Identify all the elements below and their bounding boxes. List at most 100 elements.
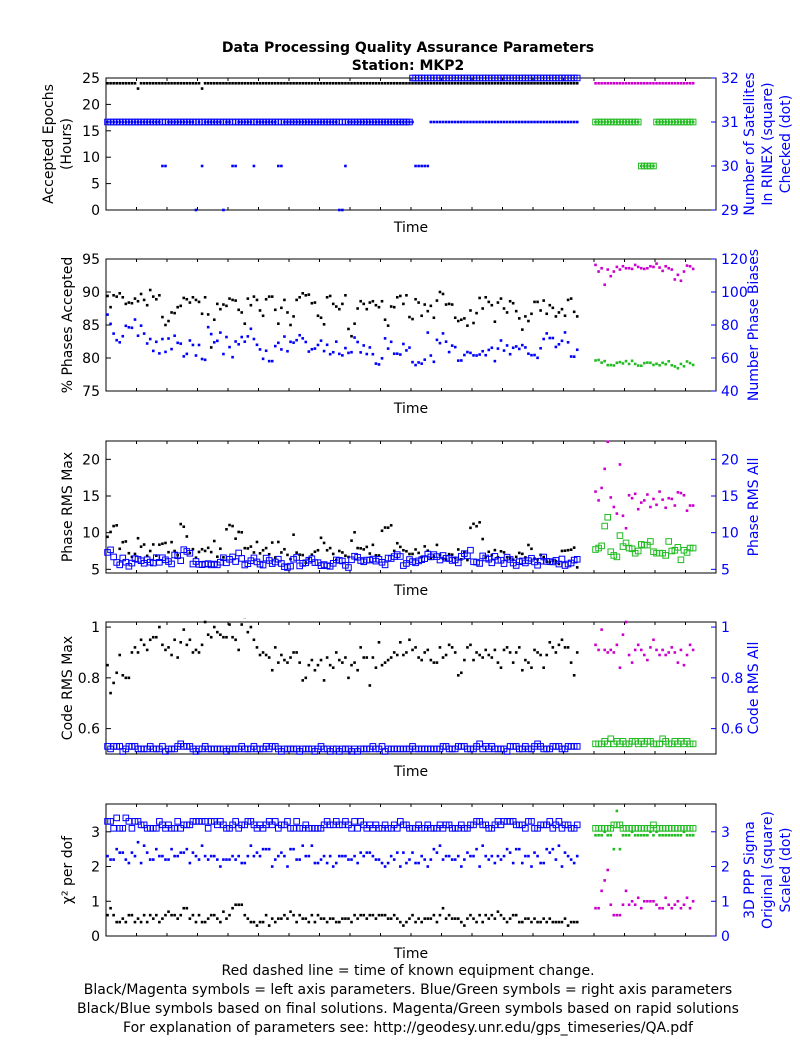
data-point-dot xyxy=(185,81,189,85)
data-point-dot xyxy=(514,120,518,124)
data-point-dot xyxy=(643,164,646,168)
data-point-dot xyxy=(212,341,216,344)
data-point-square xyxy=(677,556,685,564)
series-right xyxy=(104,546,581,571)
data-point-dot xyxy=(347,327,350,331)
data-point-dot xyxy=(231,81,234,85)
data-point-dot xyxy=(624,526,628,530)
data-point-dot xyxy=(161,81,164,85)
data-point-dot xyxy=(319,120,323,124)
figure-title: Data Processing Quality Assurance Parame… xyxy=(222,40,594,56)
data-point-dot xyxy=(243,322,247,325)
data-point-dot xyxy=(243,120,247,124)
data-point-dot xyxy=(524,854,527,858)
data-point-dot xyxy=(466,324,469,327)
data-point-dot xyxy=(130,81,134,85)
data-point-dot xyxy=(566,548,570,552)
data-point-dot xyxy=(472,658,475,662)
data-point-dot xyxy=(200,844,204,847)
data-point-dot xyxy=(475,920,478,924)
data-point-dot xyxy=(145,120,149,124)
data-point-square xyxy=(616,532,624,539)
data-point-dot xyxy=(472,522,475,526)
data-point-dot xyxy=(615,512,619,515)
data-point-dot xyxy=(383,318,387,322)
data-point-dot xyxy=(386,526,390,529)
data-point-square xyxy=(354,825,361,832)
data-point-dot xyxy=(325,120,329,124)
series-left xyxy=(106,618,579,695)
data-point-dot xyxy=(463,317,466,320)
data-point-dot xyxy=(316,913,320,917)
data-point-dot xyxy=(261,548,265,552)
data-point-dot xyxy=(646,164,649,168)
data-point-dot xyxy=(618,666,622,669)
data-point-dot xyxy=(194,354,198,357)
data-point-dot xyxy=(286,349,289,353)
data-point-dot xyxy=(417,551,420,555)
data-point-dot xyxy=(499,913,503,917)
data-point-dot xyxy=(386,120,390,124)
data-point-dot xyxy=(560,120,564,124)
y-right-tick-label: 1 xyxy=(721,894,730,910)
data-point-square xyxy=(259,561,267,569)
data-point-dot xyxy=(277,917,280,920)
data-point-dot xyxy=(685,896,689,900)
data-point-dot xyxy=(542,666,545,669)
data-point-dot xyxy=(621,903,625,907)
data-point-dot xyxy=(389,120,393,124)
data-point-dot xyxy=(429,120,433,124)
data-point-dot xyxy=(170,120,173,124)
data-point-dot xyxy=(505,81,509,85)
data-point-dot xyxy=(444,917,448,920)
data-point-dot xyxy=(511,81,515,85)
data-point-dot xyxy=(151,543,155,546)
data-point-dot xyxy=(615,809,619,813)
data-point-dot xyxy=(139,292,143,296)
data-point-dot xyxy=(597,270,600,273)
data-point-dot xyxy=(127,326,131,329)
data-point-dot xyxy=(450,81,454,85)
data-point-dot xyxy=(231,164,234,168)
y-right-tick-label: 5 xyxy=(721,562,730,578)
footer-line-2: Black/Magenta symbols = left axis parame… xyxy=(84,982,732,998)
data-point-dot xyxy=(649,505,652,509)
data-point-dot xyxy=(594,833,597,837)
data-point-dot xyxy=(402,342,405,346)
data-point-dot xyxy=(167,319,170,323)
data-point-dot xyxy=(148,858,152,861)
data-point-dot xyxy=(542,120,545,124)
data-point-dot xyxy=(283,913,286,917)
data-point-dot xyxy=(667,81,671,85)
data-point-dot xyxy=(142,332,146,335)
y-right-axis-label: Code RMS All xyxy=(746,642,762,735)
data-point-dot xyxy=(182,851,186,854)
data-point-dot xyxy=(435,661,439,664)
data-point-dot xyxy=(362,120,366,124)
data-point-dot xyxy=(325,656,329,659)
data-point-dot xyxy=(685,120,689,124)
data-point-dot xyxy=(249,545,253,548)
data-point-dot xyxy=(435,920,439,924)
data-point-dot xyxy=(569,920,573,924)
data-point-dot xyxy=(557,120,561,124)
data-point-square xyxy=(689,740,697,748)
data-point-dot xyxy=(286,917,289,920)
data-point-dot xyxy=(487,300,491,304)
y-left-axis-label: Phase RMS Max xyxy=(60,452,76,562)
y-right-axis-label: 3D PPP Sigma xyxy=(742,821,758,919)
data-point-dot xyxy=(405,920,408,924)
data-point-dot xyxy=(505,920,509,924)
data-point-dot xyxy=(539,653,542,657)
data-point-dot xyxy=(572,920,576,924)
data-point-dot xyxy=(502,854,506,858)
data-point-dot xyxy=(158,120,161,124)
data-point-dot xyxy=(618,81,622,85)
data-point-dot xyxy=(383,865,387,868)
data-point-dot xyxy=(237,530,240,534)
data-point-dot xyxy=(325,548,329,552)
data-point-dot xyxy=(124,676,128,680)
data-point-dot xyxy=(292,315,295,318)
data-point-dot xyxy=(521,343,524,347)
